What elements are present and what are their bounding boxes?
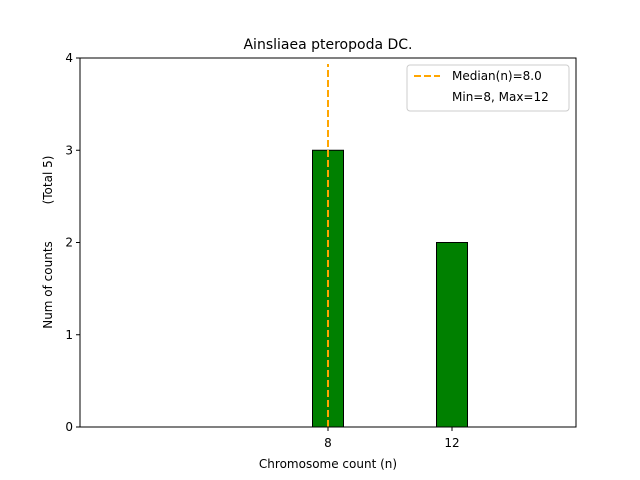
y-tick-label: 2 [65, 236, 73, 250]
legend-box [406, 64, 570, 112]
y-axis: 0 1 2 3 4 [65, 51, 80, 434]
legend-range-label: Min=8, Max=12 [452, 90, 549, 104]
legend-median-label: Median(n)=8.0 [452, 69, 542, 83]
y-axis-total-label: (Total 5) [41, 156, 55, 205]
y-tick-label: 1 [65, 328, 73, 342]
y-tick-label: 3 [65, 143, 73, 157]
x-tick-label: 8 [324, 436, 332, 450]
chart-title: Ainsliaea pteropoda DC. [243, 37, 412, 53]
y-tick-label: 4 [65, 51, 73, 65]
y-tick-label: 0 [65, 420, 73, 434]
legend: Median(n)=8.0 Min=8, Max=12 [406, 64, 570, 112]
x-axis: 8 12 [324, 427, 460, 450]
x-tick-label: 12 [444, 436, 459, 450]
y-axis-label: Num of counts [41, 241, 55, 329]
x-axis-label: Chromosome count (n) [259, 457, 397, 471]
bar-12 [436, 242, 468, 428]
